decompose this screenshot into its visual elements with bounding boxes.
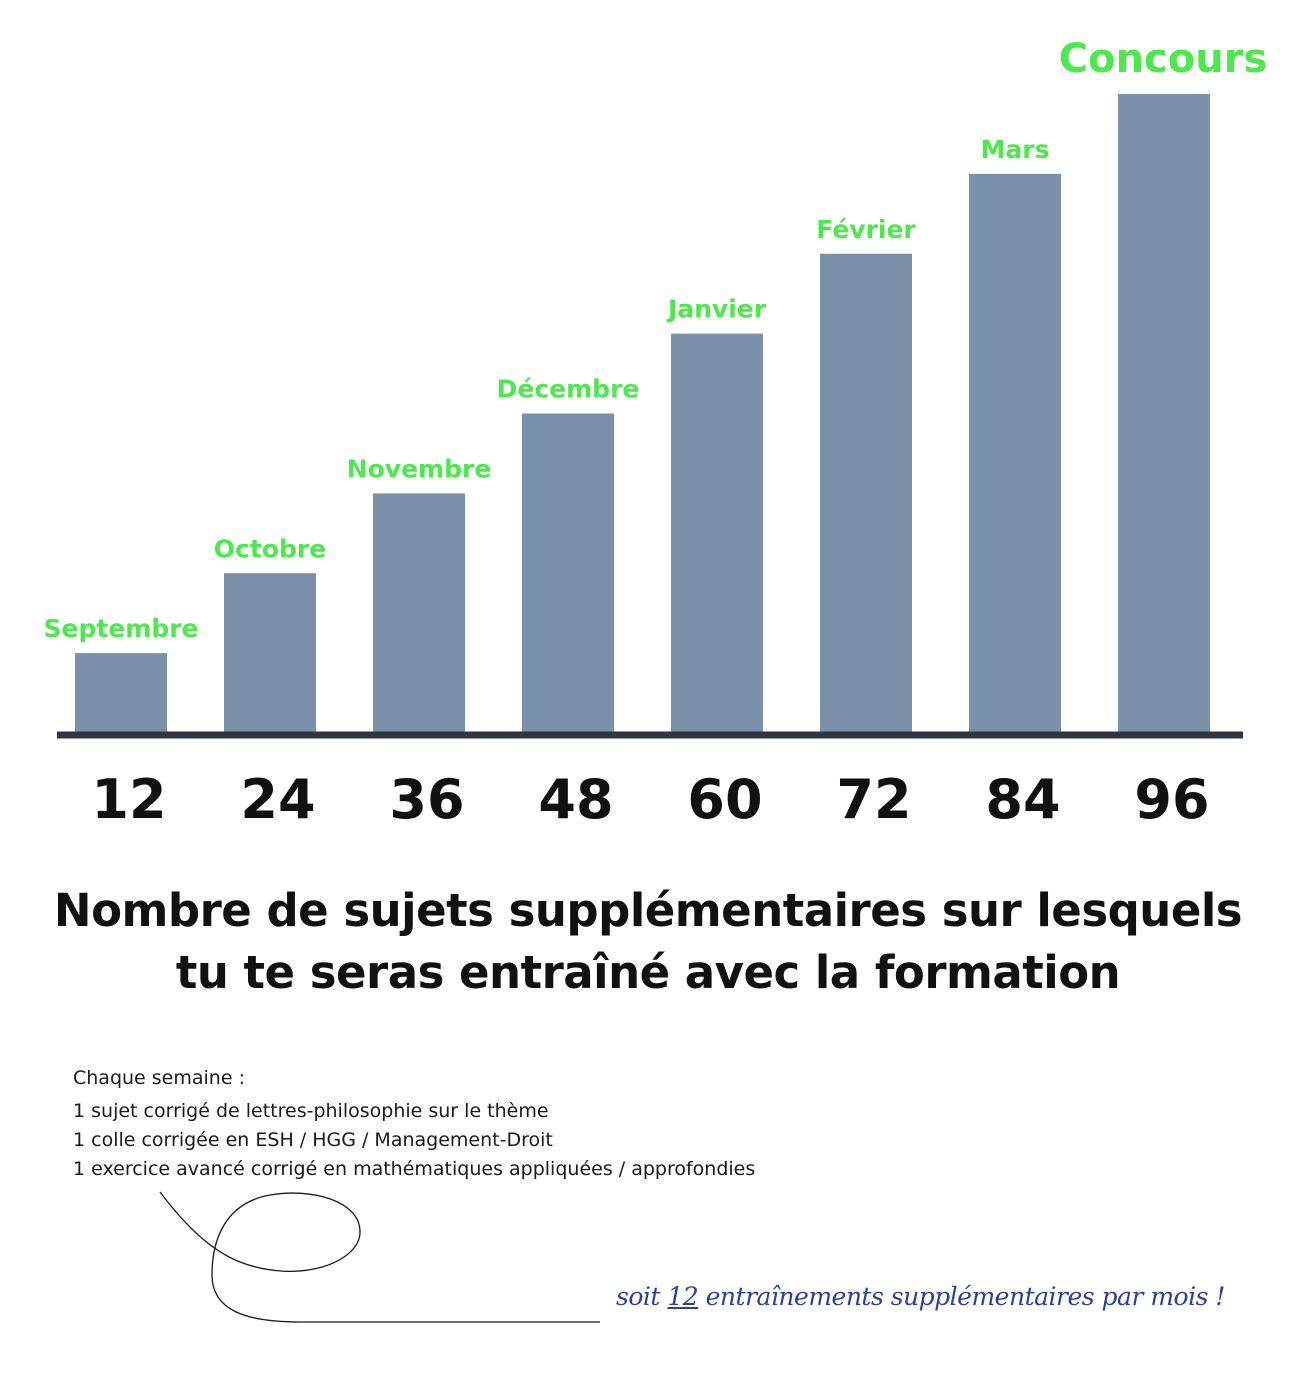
bar-7: [969, 173, 1061, 733]
bar-value-label-7: 84: [985, 768, 1060, 831]
bar-category-label-4: Décembre: [497, 375, 640, 404]
bar-2: [224, 573, 316, 733]
bar-category-label-5: Janvier: [666, 295, 767, 324]
bar-value-label-4: 48: [538, 768, 613, 831]
notes-heading: Chaque semaine :: [73, 1067, 245, 1089]
bar-category-label-2: Octobre: [214, 534, 326, 563]
bar-8: [1118, 94, 1210, 733]
bar-4: [522, 413, 614, 733]
bar-category-label-3: Novembre: [347, 454, 492, 483]
scribble-stroke: [159, 1191, 600, 1323]
bar-value-label-2: 24: [240, 768, 315, 831]
bar-category-label-8: Concours: [1059, 36, 1268, 82]
hand-note-number: 12: [667, 1282, 699, 1311]
bar-value-label-5: 60: [687, 768, 762, 831]
hand-note-suffix: entraînements supplémentaires par mois !: [698, 1282, 1226, 1311]
bar-value-label-3: 36: [389, 768, 464, 831]
bar-value-label-1: 12: [91, 768, 166, 831]
bar-value-label-8: 96: [1134, 768, 1209, 831]
monthly-total-note: soit 12 entraînements supplémentaires pa…: [616, 1282, 1225, 1311]
notes-item-2: 1 colle corrigée en ESH / HGG / Manageme…: [73, 1129, 553, 1151]
weekly-notes: Chaque semaine : 1 sujet corrigé de lett…: [73, 1064, 755, 1184]
hand-note-prefix: soit: [616, 1282, 668, 1311]
bar-category-label-6: Février: [816, 215, 916, 244]
chart-title-line-2: tu te seras entraîné avec la formation: [175, 946, 1121, 999]
bars-group: [75, 94, 1210, 733]
chart-title-line-1: Nombre de sujets supplémentaires sur les…: [53, 884, 1243, 937]
notes-item-1: 1 sujet corrigé de lettres-philosophie s…: [73, 1100, 549, 1122]
bar-labels-group: Septembre Octobre Novembre Décembre Janvier F…: [44, 36, 1268, 643]
bar-chart: Septembre Octobre Novembre Décembre Janvier F…: [44, 36, 1268, 831]
bar-6: [820, 253, 912, 733]
chart-title: Nombre de sujets supplémentaires sur les…: [0, 880, 1296, 1004]
bar-value-label-6: 72: [836, 768, 911, 831]
bar-category-label-7: Mars: [981, 135, 1050, 164]
value-labels-group: 12 24 36 48 60 72 84 96: [91, 768, 1209, 831]
bar-3: [373, 493, 465, 733]
bar-category-label-1: Septembre: [44, 614, 199, 643]
notes-item-3: 1 exercice avancé corrigé en mathématiqu…: [73, 1158, 756, 1180]
bar-1: [75, 653, 167, 733]
bar-5: [671, 333, 763, 733]
